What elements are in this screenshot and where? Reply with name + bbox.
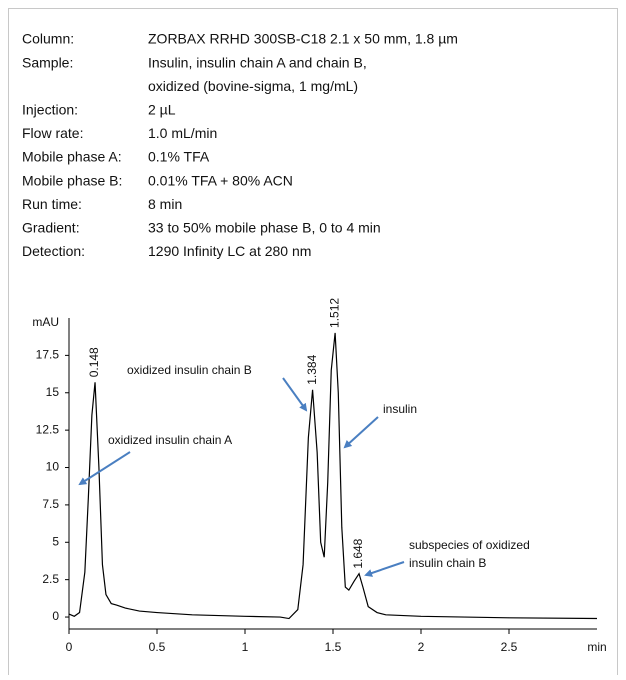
spec-label: Sample:: [22, 54, 73, 70]
spec-label: Mobile phase A:: [22, 149, 122, 165]
y-axis-label: mAU: [32, 315, 59, 329]
x-tick-label: 1: [242, 640, 249, 654]
x-tick-label: 1.5: [325, 640, 342, 654]
y-tick-label: 12.5: [36, 422, 60, 436]
annotation-arrow: [364, 561, 405, 577]
annotation: oxidized insulin chain B: [127, 363, 252, 377]
y-tick-label: 0: [52, 609, 59, 623]
y-tick-label: 15: [46, 385, 60, 399]
spec-label: Run time:: [22, 196, 82, 212]
y-tick-label: 5: [52, 534, 59, 548]
x-tick-label: 2.5: [501, 640, 518, 654]
spec-label: Mobile phase B:: [22, 172, 122, 188]
peak-label: 0.148: [87, 347, 101, 377]
spec-value: 1.0 mL/min: [148, 125, 217, 141]
y-tick-label: 10: [46, 460, 60, 474]
annotation-arrow: [282, 377, 308, 412]
x-tick-label: 0: [66, 640, 73, 654]
annotation: insulin chain B: [409, 556, 486, 570]
spec-value: 0.01% TFA + 80% ACN: [148, 172, 293, 188]
y-tick-label: 17.5: [36, 348, 60, 362]
spec-label: Column:: [22, 31, 74, 47]
x-tick-label: 2: [418, 640, 425, 654]
spec-value: 2 µL: [148, 102, 176, 118]
frame: [8, 8, 618, 675]
peak-label: 1.512: [327, 298, 341, 328]
x-axis-label: min: [587, 640, 606, 654]
annotation: subspecies of oxidized: [409, 538, 530, 552]
y-tick-label: 7.5: [42, 497, 59, 511]
annotation: insulin: [383, 402, 417, 416]
spec-label: Gradient:: [22, 220, 80, 236]
spec-value: 8 min: [148, 196, 182, 212]
spec-label: Detection:: [22, 243, 85, 259]
spec-value: oxidized (bovine-sigma, 1 mg/mL): [148, 78, 358, 94]
annotation-arrow: [343, 416, 379, 449]
spec-value: 33 to 50% mobile phase B, 0 to 4 min: [148, 220, 381, 236]
annotation: oxidized insulin chain A: [108, 433, 232, 447]
spec-label: Injection:: [22, 102, 78, 118]
spec-value: Insulin, insulin chain A and chain B,: [148, 54, 367, 70]
spec-value: ZORBAX RRHD 300SB-C18 2.1 x 50 mm, 1.8 µ…: [148, 31, 458, 47]
annotation-arrow: [78, 451, 131, 486]
trace: [68, 332, 598, 620]
y-tick-label: 2.5: [42, 572, 59, 586]
peak-label: 1.648: [351, 538, 365, 568]
spec-value: 0.1% TFA: [148, 149, 210, 165]
chart: 0 2.5 5 7.5 10 12.5 15 17.5 0 0.5 1 1.5 2 2.5 mAU min 0.…: [32, 298, 606, 655]
spec-value: 1290 Infinity LC at 280 nm: [148, 243, 311, 259]
x-tick-label: 0.5: [149, 640, 166, 654]
peak-label: 1.384: [305, 354, 319, 384]
spec-label: Flow rate:: [22, 125, 83, 141]
header: Column: ZORBAX RRHD 300SB-C18 2.1 x 50 mm…: [22, 31, 458, 259]
